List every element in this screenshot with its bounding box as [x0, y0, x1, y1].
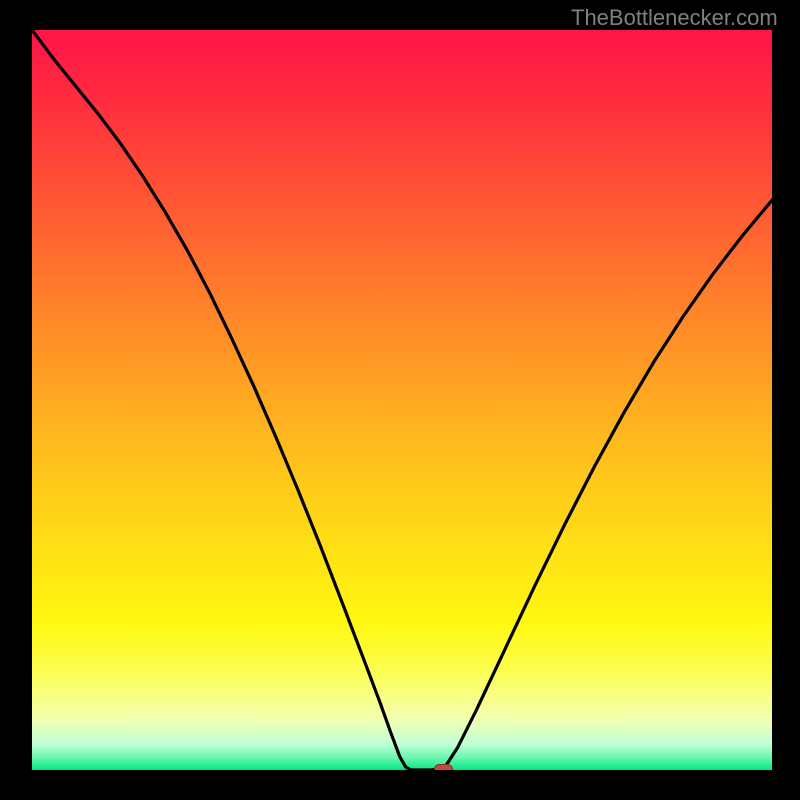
plot-background — [32, 30, 772, 770]
min-marker — [434, 765, 452, 771]
chart-svg — [32, 30, 772, 770]
chart-plot-area — [32, 30, 772, 770]
watermark-text: TheBottlenecker.com — [571, 5, 778, 31]
canvas: TheBottlenecker.com — [0, 0, 800, 800]
